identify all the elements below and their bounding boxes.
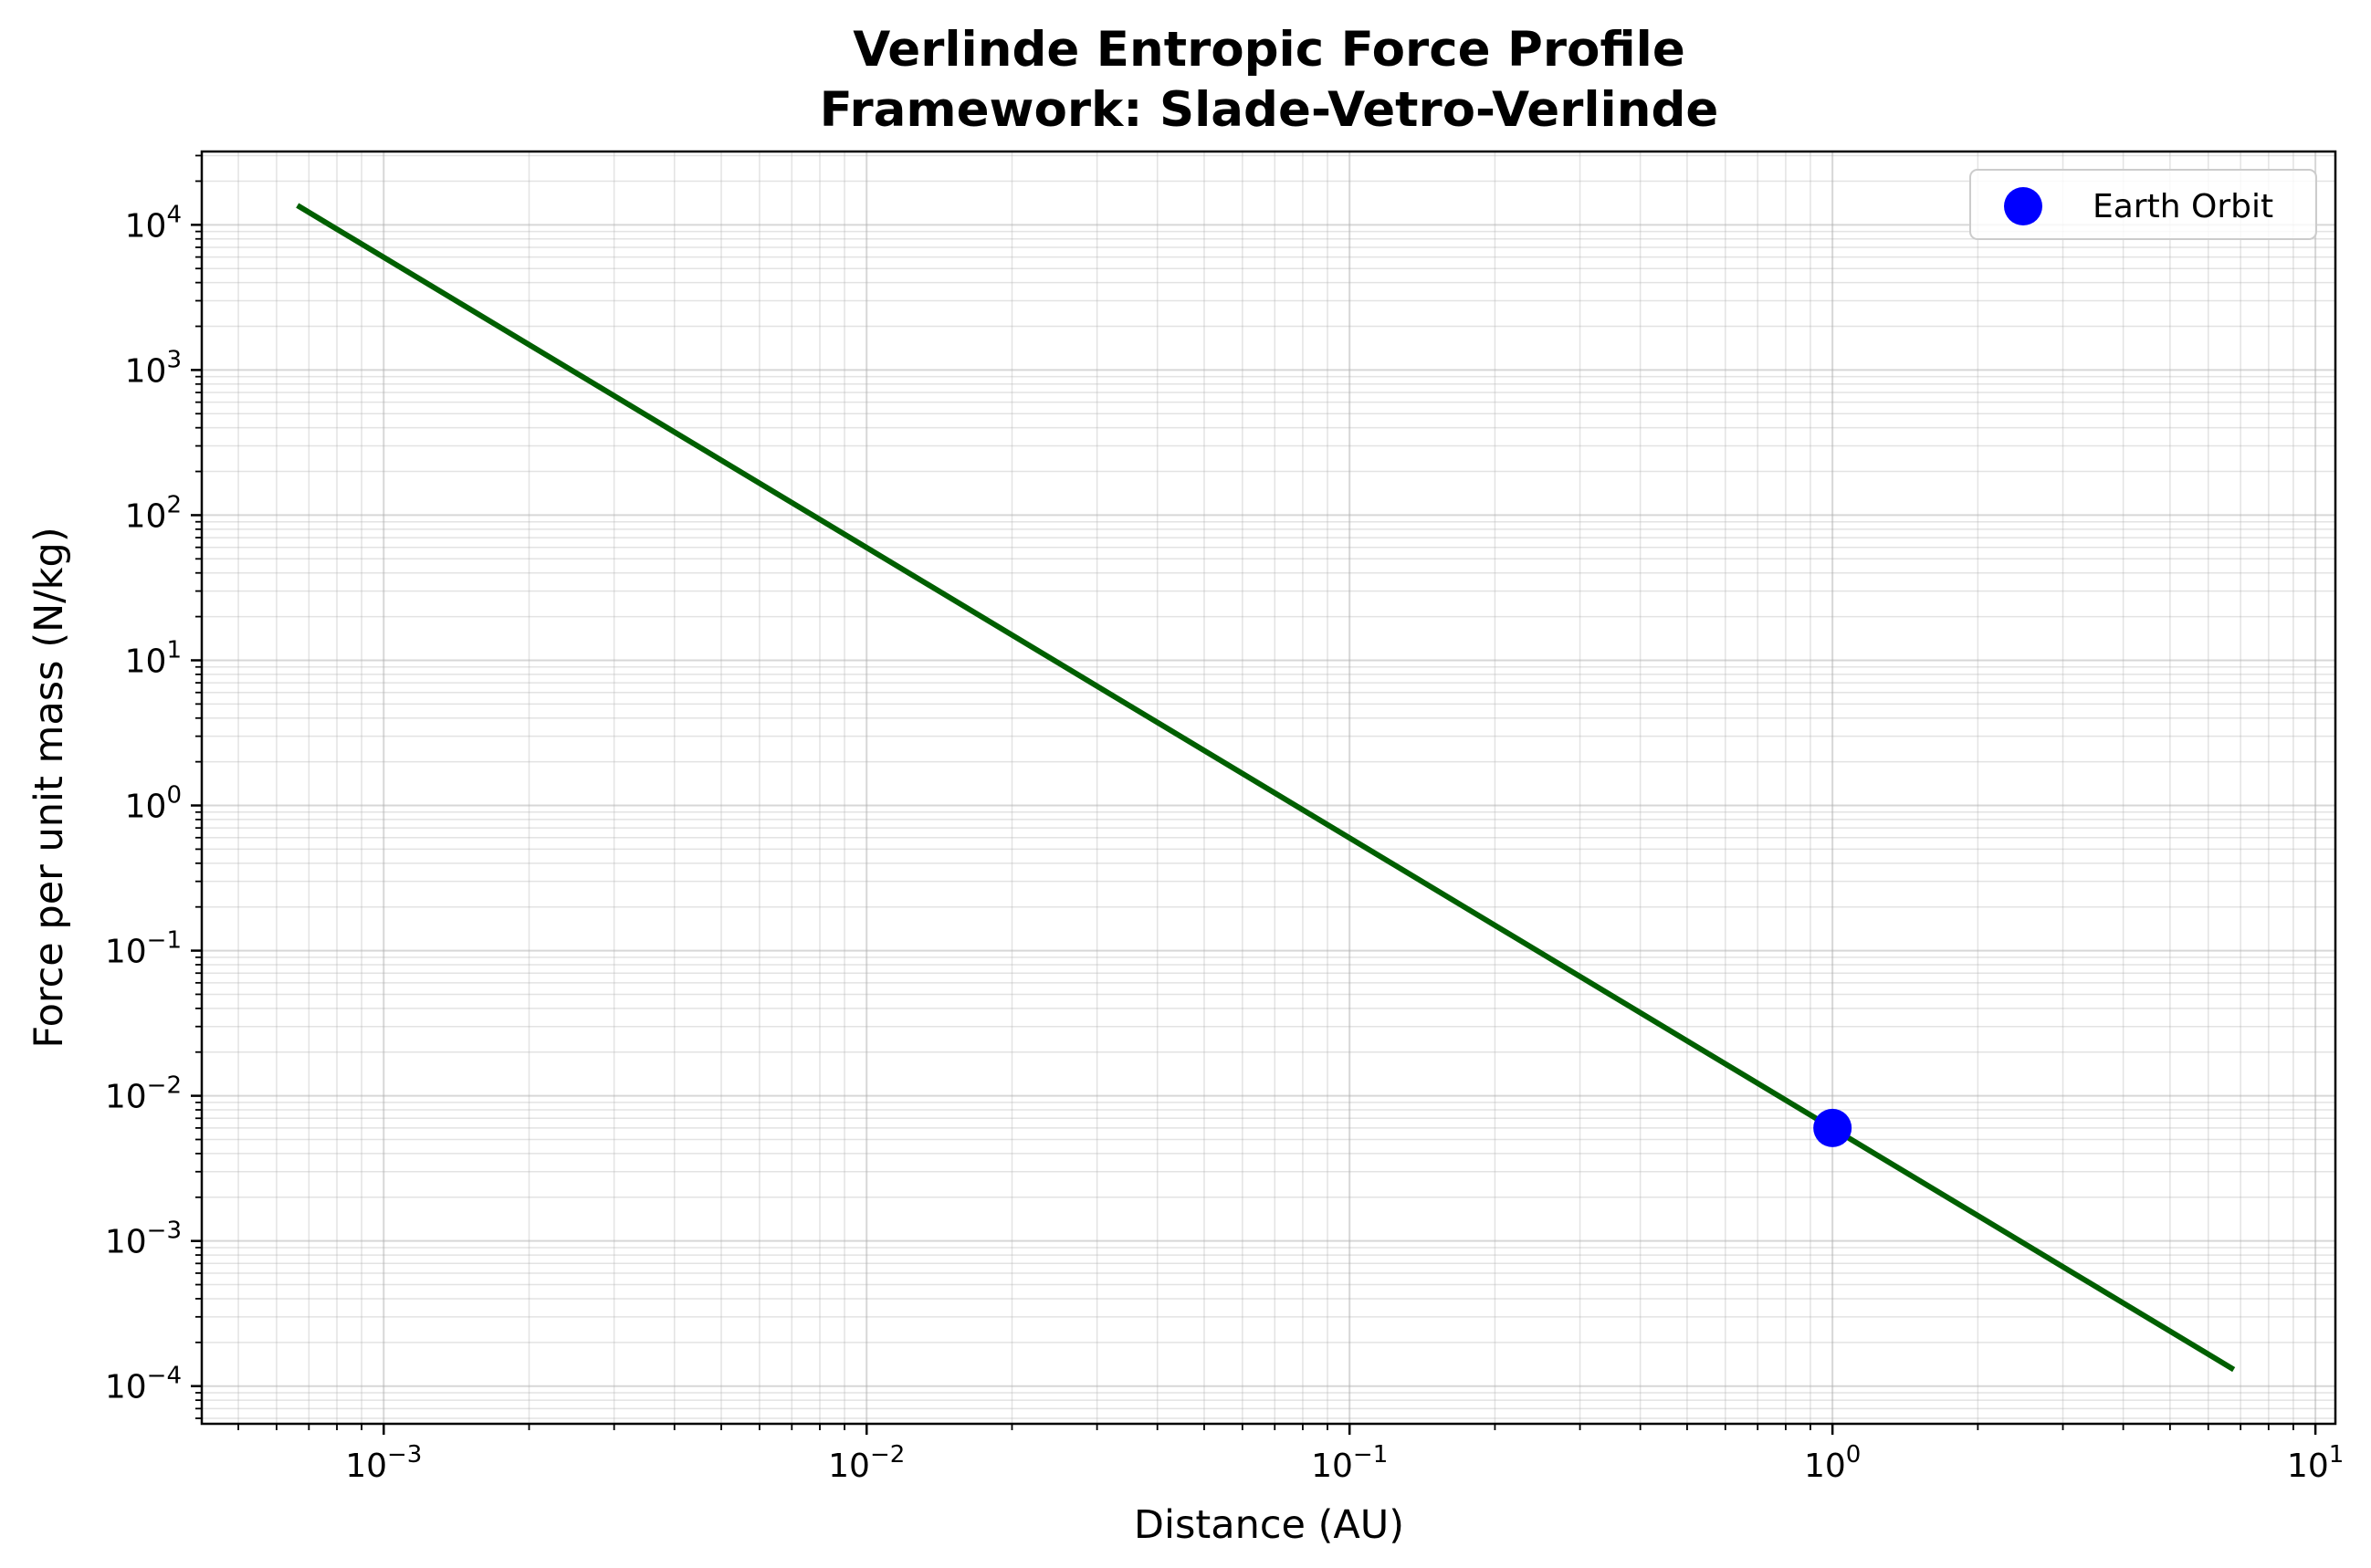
y-tick-label: 10−3 — [105, 1218, 182, 1261]
earth-orbit-marker — [1813, 1108, 1852, 1147]
x-tick-label: 10−3 — [345, 1441, 422, 1485]
x-tick-label: 101 — [2287, 1441, 2344, 1485]
y-tick-label: 10−2 — [105, 1072, 182, 1116]
chart-title-line-1: Verlinde Entropic Force Profile — [853, 22, 1685, 78]
legend-label-earth-orbit: Earth Orbit — [2093, 188, 2273, 225]
y-tick-label: 101 — [125, 636, 182, 680]
x-tick-label: 10−1 — [1311, 1441, 1388, 1485]
legend-marker-earth-orbit — [2004, 187, 2042, 225]
y-tick-label: 104 — [125, 201, 182, 245]
y-tick-label: 100 — [125, 782, 182, 826]
legend-box — [1969, 169, 2317, 240]
plot-area — [296, 203, 2236, 1373]
force-profile-line — [296, 203, 2236, 1373]
axis-ticks: 10−3 10−2 10−1 100 101 10−4 10−3 10−2 10−1 100 101… — [105, 154, 2344, 1485]
y-tick-label: 102 — [125, 491, 182, 535]
y-tick-label: 10−4 — [105, 1363, 182, 1406]
x-axis-label: Distance (AU) — [1134, 1502, 1404, 1548]
x-tick-label: 100 — [1804, 1441, 1861, 1485]
grid — [202, 152, 2335, 1424]
y-axis-label: Force per unit mass (N/kg) — [26, 527, 72, 1048]
legend: Earth Orbit — [1969, 169, 2317, 240]
chart-title-line-2: Framework: Slade-Vetro-Verlinde — [820, 82, 1719, 138]
y-tick-label: 103 — [125, 346, 182, 390]
plot-frame — [200, 150, 2337, 1426]
x-tick-label: 10−2 — [828, 1441, 905, 1485]
y-tick-label: 10−1 — [105, 927, 182, 971]
